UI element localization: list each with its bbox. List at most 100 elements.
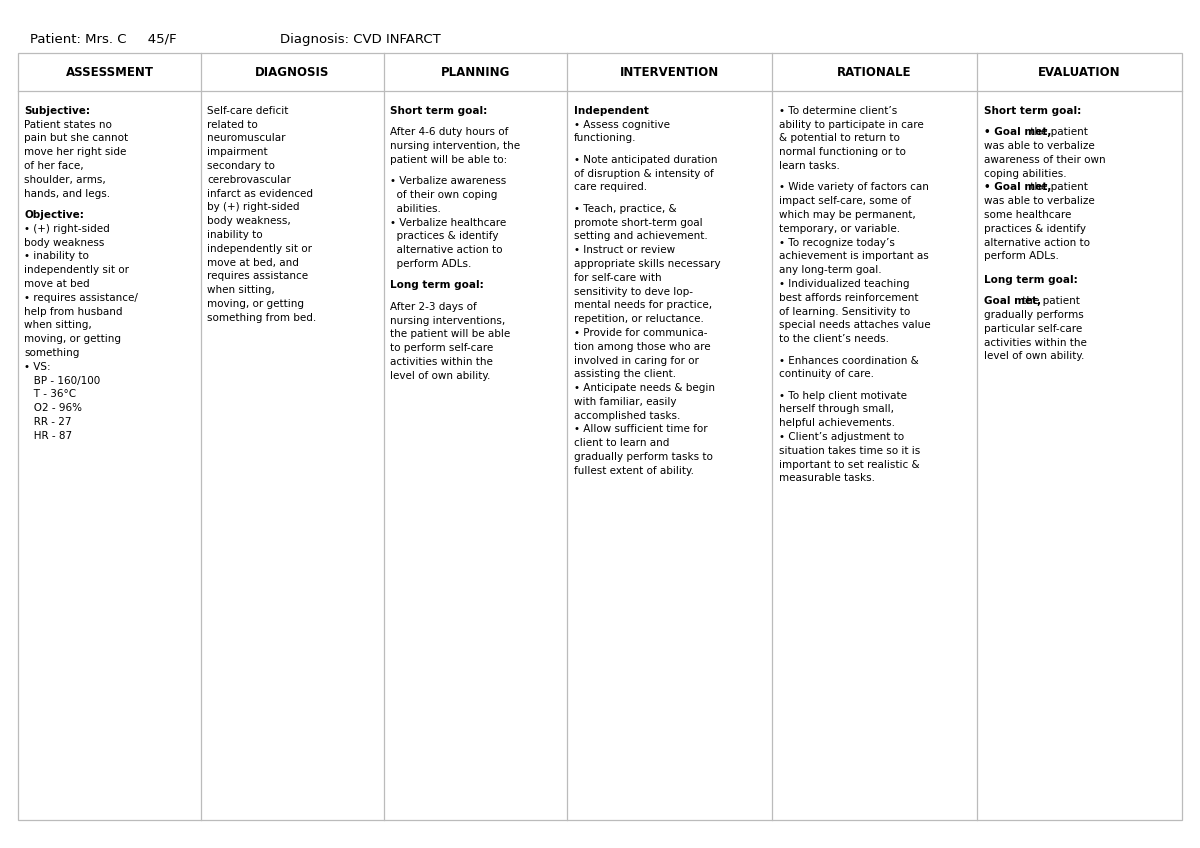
Text: something from bed.: something from bed. bbox=[208, 313, 317, 323]
Text: move at bed: move at bed bbox=[24, 279, 90, 289]
Text: involved in caring for or: involved in caring for or bbox=[574, 355, 698, 365]
Text: important to set realistic &: important to set realistic & bbox=[779, 460, 919, 470]
Text: • Anticipate needs & begin: • Anticipate needs & begin bbox=[574, 383, 715, 393]
Text: Short term goal:: Short term goal: bbox=[390, 106, 487, 116]
Text: After 4-6 duty hours of: After 4-6 duty hours of bbox=[390, 127, 509, 137]
Text: HR - 87: HR - 87 bbox=[24, 431, 72, 441]
Text: impairment: impairment bbox=[208, 148, 268, 157]
Text: body weakness,: body weakness, bbox=[208, 216, 292, 226]
Text: best affords reinforcement: best affords reinforcement bbox=[779, 293, 918, 303]
Text: something: something bbox=[24, 348, 80, 358]
Text: when sitting,: when sitting, bbox=[208, 285, 275, 295]
Text: cerebrovascular: cerebrovascular bbox=[208, 175, 292, 185]
Text: achievement is important as: achievement is important as bbox=[779, 251, 929, 261]
Text: abilities.: abilities. bbox=[390, 204, 442, 214]
Text: INTERVENTION: INTERVENTION bbox=[620, 65, 719, 79]
Text: • Goal met,: • Goal met, bbox=[984, 127, 1051, 137]
Text: • Enhances coordination &: • Enhances coordination & bbox=[779, 355, 919, 365]
Text: body weakness: body weakness bbox=[24, 237, 104, 248]
Text: practices & identify: practices & identify bbox=[984, 224, 1086, 234]
Text: pain but she cannot: pain but she cannot bbox=[24, 133, 128, 143]
Text: herself through small,: herself through small, bbox=[779, 404, 894, 415]
Text: Long term goal:: Long term goal: bbox=[390, 281, 484, 290]
Text: of her face,: of her face, bbox=[24, 161, 84, 171]
Text: accomplished tasks.: accomplished tasks. bbox=[574, 410, 680, 421]
Text: • Teach, practice, &: • Teach, practice, & bbox=[574, 204, 677, 214]
Text: alternative action to: alternative action to bbox=[984, 237, 1090, 248]
Text: After 2-3 days of: After 2-3 days of bbox=[390, 302, 478, 312]
Text: moving, or getting: moving, or getting bbox=[208, 299, 305, 309]
Text: activities within the: activities within the bbox=[984, 338, 1087, 348]
Text: BP - 160/100: BP - 160/100 bbox=[24, 376, 101, 386]
Text: T - 36°C: T - 36°C bbox=[24, 389, 77, 399]
Text: neuromuscular: neuromuscular bbox=[208, 133, 286, 143]
Text: mental needs for practice,: mental needs for practice, bbox=[574, 300, 712, 310]
Text: the patient: the patient bbox=[1027, 182, 1087, 192]
Text: RATIONALE: RATIONALE bbox=[838, 65, 912, 79]
Text: • Assess cognitive: • Assess cognitive bbox=[574, 120, 670, 130]
Text: • Verbalize awareness: • Verbalize awareness bbox=[390, 176, 506, 187]
Text: any long-term goal.: any long-term goal. bbox=[779, 265, 882, 275]
Text: requires assistance: requires assistance bbox=[208, 271, 308, 282]
Text: coping abilities.: coping abilities. bbox=[984, 169, 1067, 179]
Text: was able to verbalize: was able to verbalize bbox=[984, 196, 1094, 206]
Text: shoulder, arms,: shoulder, arms, bbox=[24, 175, 106, 185]
Text: Goal met,: Goal met, bbox=[984, 296, 1042, 306]
Text: • To help client motivate: • To help client motivate bbox=[779, 391, 907, 401]
Text: normal functioning or to: normal functioning or to bbox=[779, 148, 906, 157]
Text: client to learn and: client to learn and bbox=[574, 438, 670, 449]
Text: • Instruct or review: • Instruct or review bbox=[574, 245, 676, 255]
Text: fullest extent of ability.: fullest extent of ability. bbox=[574, 466, 694, 476]
Text: moving, or getting: moving, or getting bbox=[24, 334, 121, 344]
Text: was able to verbalize: was able to verbalize bbox=[984, 141, 1094, 151]
Text: ability to participate in care: ability to participate in care bbox=[779, 120, 924, 130]
Text: the patient: the patient bbox=[1019, 296, 1080, 306]
Text: gradually performs: gradually performs bbox=[984, 310, 1084, 320]
Text: the patient: the patient bbox=[1027, 127, 1087, 137]
Text: by (+) right-sided: by (+) right-sided bbox=[208, 203, 300, 212]
Text: particular self-care: particular self-care bbox=[984, 324, 1082, 334]
Text: • VS:: • VS: bbox=[24, 362, 52, 371]
Text: of their own coping: of their own coping bbox=[390, 190, 498, 200]
Text: perform ADLs.: perform ADLs. bbox=[390, 259, 472, 269]
Text: care required.: care required. bbox=[574, 182, 647, 192]
Text: • inability to: • inability to bbox=[24, 251, 89, 261]
Text: • To determine client’s: • To determine client’s bbox=[779, 106, 898, 116]
Text: alternative action to: alternative action to bbox=[390, 245, 503, 255]
Text: impact self-care, some of: impact self-care, some of bbox=[779, 196, 911, 206]
Text: inability to: inability to bbox=[208, 230, 263, 240]
Text: promote short-term goal: promote short-term goal bbox=[574, 218, 703, 227]
Text: PLANNING: PLANNING bbox=[440, 65, 510, 79]
Text: Self-care deficit: Self-care deficit bbox=[208, 106, 289, 116]
Text: Objective:: Objective: bbox=[24, 210, 84, 220]
Text: measurable tasks.: measurable tasks. bbox=[779, 473, 875, 483]
Text: situation takes time so it is: situation takes time so it is bbox=[779, 446, 920, 456]
Text: continuity of care.: continuity of care. bbox=[779, 370, 874, 379]
Text: Long term goal:: Long term goal: bbox=[984, 275, 1078, 285]
Text: move her right side: move her right side bbox=[24, 148, 127, 157]
Text: O2 - 96%: O2 - 96% bbox=[24, 403, 83, 413]
Text: • Individualized teaching: • Individualized teaching bbox=[779, 279, 910, 289]
Text: awareness of their own: awareness of their own bbox=[984, 155, 1105, 165]
Text: independently sit or: independently sit or bbox=[208, 243, 312, 254]
Text: Subjective:: Subjective: bbox=[24, 106, 90, 116]
Text: repetition, or reluctance.: repetition, or reluctance. bbox=[574, 314, 704, 324]
Text: sensitivity to deve lop-: sensitivity to deve lop- bbox=[574, 287, 694, 297]
Text: Diagnosis: CVD INFARCT: Diagnosis: CVD INFARCT bbox=[280, 33, 440, 46]
Text: helpful achievements.: helpful achievements. bbox=[779, 418, 895, 428]
Text: nursing interventions,: nursing interventions, bbox=[390, 315, 505, 326]
Text: of learning. Sensitivity to: of learning. Sensitivity to bbox=[779, 306, 911, 316]
Text: Patient: Mrs. C     45/F: Patient: Mrs. C 45/F bbox=[30, 33, 176, 46]
Text: perform ADLs.: perform ADLs. bbox=[984, 251, 1058, 261]
Text: level of own ability.: level of own ability. bbox=[984, 351, 1085, 361]
Text: level of own ability.: level of own ability. bbox=[390, 371, 491, 381]
Text: setting and achievement.: setting and achievement. bbox=[574, 232, 708, 242]
Text: • Note anticipated duration: • Note anticipated duration bbox=[574, 155, 718, 165]
Text: move at bed, and: move at bed, and bbox=[208, 258, 299, 268]
Text: secondary to: secondary to bbox=[208, 161, 275, 171]
Text: • Verbalize healthcare: • Verbalize healthcare bbox=[390, 218, 506, 227]
Text: related to: related to bbox=[208, 120, 258, 130]
Text: & potential to return to: & potential to return to bbox=[779, 133, 900, 143]
Text: for self-care with: for self-care with bbox=[574, 273, 661, 282]
Text: tion among those who are: tion among those who are bbox=[574, 342, 710, 352]
